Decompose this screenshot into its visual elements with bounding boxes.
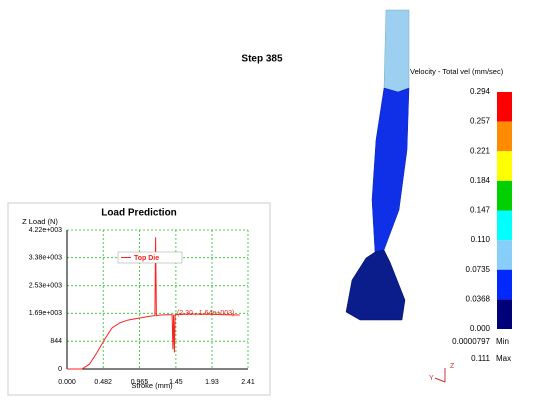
legend-swatch <box>497 240 512 270</box>
axis-y-label: Y <box>429 375 434 382</box>
legend-label: 0.110 <box>471 235 491 244</box>
legend-title: Velocity - Total vel (mm/sec) <box>410 67 504 76</box>
x-tick-label: 0.000 <box>58 379 76 386</box>
x-tick-label: 0.965 <box>131 379 149 386</box>
annotation: (2.30 , 1.64e+003) <box>177 310 234 317</box>
color-legend: 0.294 0.257 0.221 0.184 0.147 0.110 0.0735 0.03… <box>466 87 512 333</box>
x-tick-label: 0.482 <box>94 379 112 386</box>
y-tick-label: 1.69e+003 <box>29 310 62 317</box>
axes-triad: Z Y <box>429 363 455 382</box>
step-label: Step 385 <box>241 54 283 65</box>
legend-label: 0.257 <box>470 117 491 126</box>
legend-label: 0.221 <box>470 146 491 155</box>
max-value: 0.111 <box>471 354 490 363</box>
x-tick-label: 1.93 <box>205 379 219 386</box>
y-tick-label: 4.22e+003 <box>29 227 62 234</box>
legend-swatch <box>497 181 512 211</box>
min-value: 0.0000797 <box>452 337 490 346</box>
axis-z-label: Z <box>450 363 455 370</box>
legend-label: 0.147 <box>470 206 491 215</box>
y-tick-label: 2.53e+003 <box>29 283 62 290</box>
y-tick-label: 3.38e+003 <box>29 255 62 262</box>
x-tick-label: 1.45 <box>169 379 183 386</box>
legend-swatch <box>497 92 512 122</box>
min-label: Min <box>496 337 509 346</box>
y-axis-label: Z Load (N) <box>22 217 58 226</box>
legend-label: 0.0368 <box>466 294 491 303</box>
legend-swatch <box>497 270 512 300</box>
legend-swatch <box>497 151 512 181</box>
max-label: Max <box>496 354 511 363</box>
screen: Step 385 Z Y Velocity - Total vel (mm/se… <box>0 0 547 405</box>
legend-entry: Top Die <box>134 255 159 262</box>
x-tick-label: 2.41 <box>241 379 255 386</box>
legend-label: 0.0735 <box>466 265 491 274</box>
legend-swatch <box>497 299 512 329</box>
workpiece <box>346 10 409 320</box>
legend-label: 0.000 <box>470 324 491 333</box>
y-tick-label: 844 <box>50 338 62 345</box>
y-tick-label: 0 <box>58 366 62 373</box>
legend-swatch <box>497 211 512 241</box>
legend-label: 0.294 <box>470 87 491 96</box>
legend-label: 0.184 <box>470 176 491 185</box>
legend-swatch <box>497 122 512 152</box>
chart-title: Load Prediction <box>101 208 177 219</box>
page: {"step_label": "Step 385", "legend": {"t… <box>0 0 547 405</box>
